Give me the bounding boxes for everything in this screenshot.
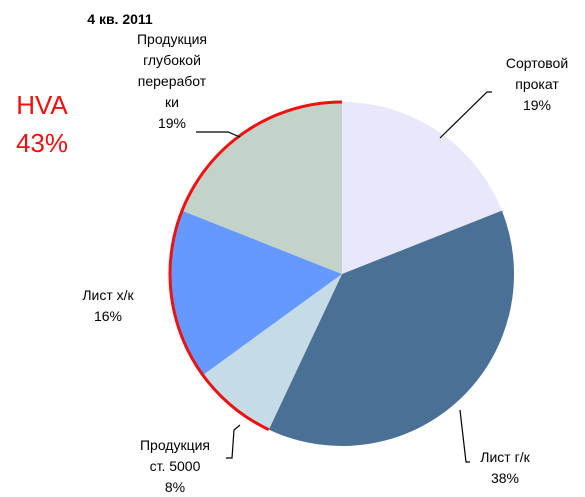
pie-slice — [268, 210, 514, 446]
slice-label-line: Продукция — [140, 437, 210, 453]
value-label: 19% — [158, 115, 186, 131]
slice-label-line: Продукция — [137, 31, 207, 47]
slice-label-line: переработ — [138, 73, 207, 89]
pie-slice — [342, 102, 502, 274]
pie-slice — [202, 274, 342, 430]
value-label: 8% — [165, 479, 185, 495]
annotation-label: HVA — [16, 90, 68, 120]
slice-label: Продукция глубокой переработ ки — [137, 31, 207, 110]
slice-label-line: ст. 5000 — [150, 458, 201, 474]
chart-title: 4 кв. 2011 — [87, 11, 153, 27]
annotation-arc — [168, 100, 343, 431]
slice-label: Продукция ст. 5000 — [140, 437, 210, 474]
value-label: 38% — [491, 470, 519, 486]
value-label: 16% — [94, 308, 122, 324]
pie-slice — [182, 101, 342, 274]
leader-line — [439, 91, 492, 139]
leader-line — [459, 409, 470, 463]
leader-line — [196, 131, 241, 138]
annotation-value: 43% — [16, 128, 68, 158]
slice-label: Сортовой прокат — [506, 55, 568, 92]
pie-slice — [170, 210, 342, 376]
slice-label-line: Лист х/к — [82, 287, 134, 303]
slice-label-line: глубокой — [143, 52, 201, 68]
slice-label-line: Сортовой — [506, 55, 568, 71]
slice-label: Лист г/к — [480, 449, 530, 465]
leader-line — [226, 424, 241, 459]
slice-label-line: Лист г/к — [480, 449, 530, 465]
slice-label-line: ки — [165, 94, 179, 110]
slice-label: Лист х/к — [82, 287, 134, 303]
slice-label-line: прокат — [515, 76, 559, 92]
value-label: 19% — [523, 97, 551, 113]
